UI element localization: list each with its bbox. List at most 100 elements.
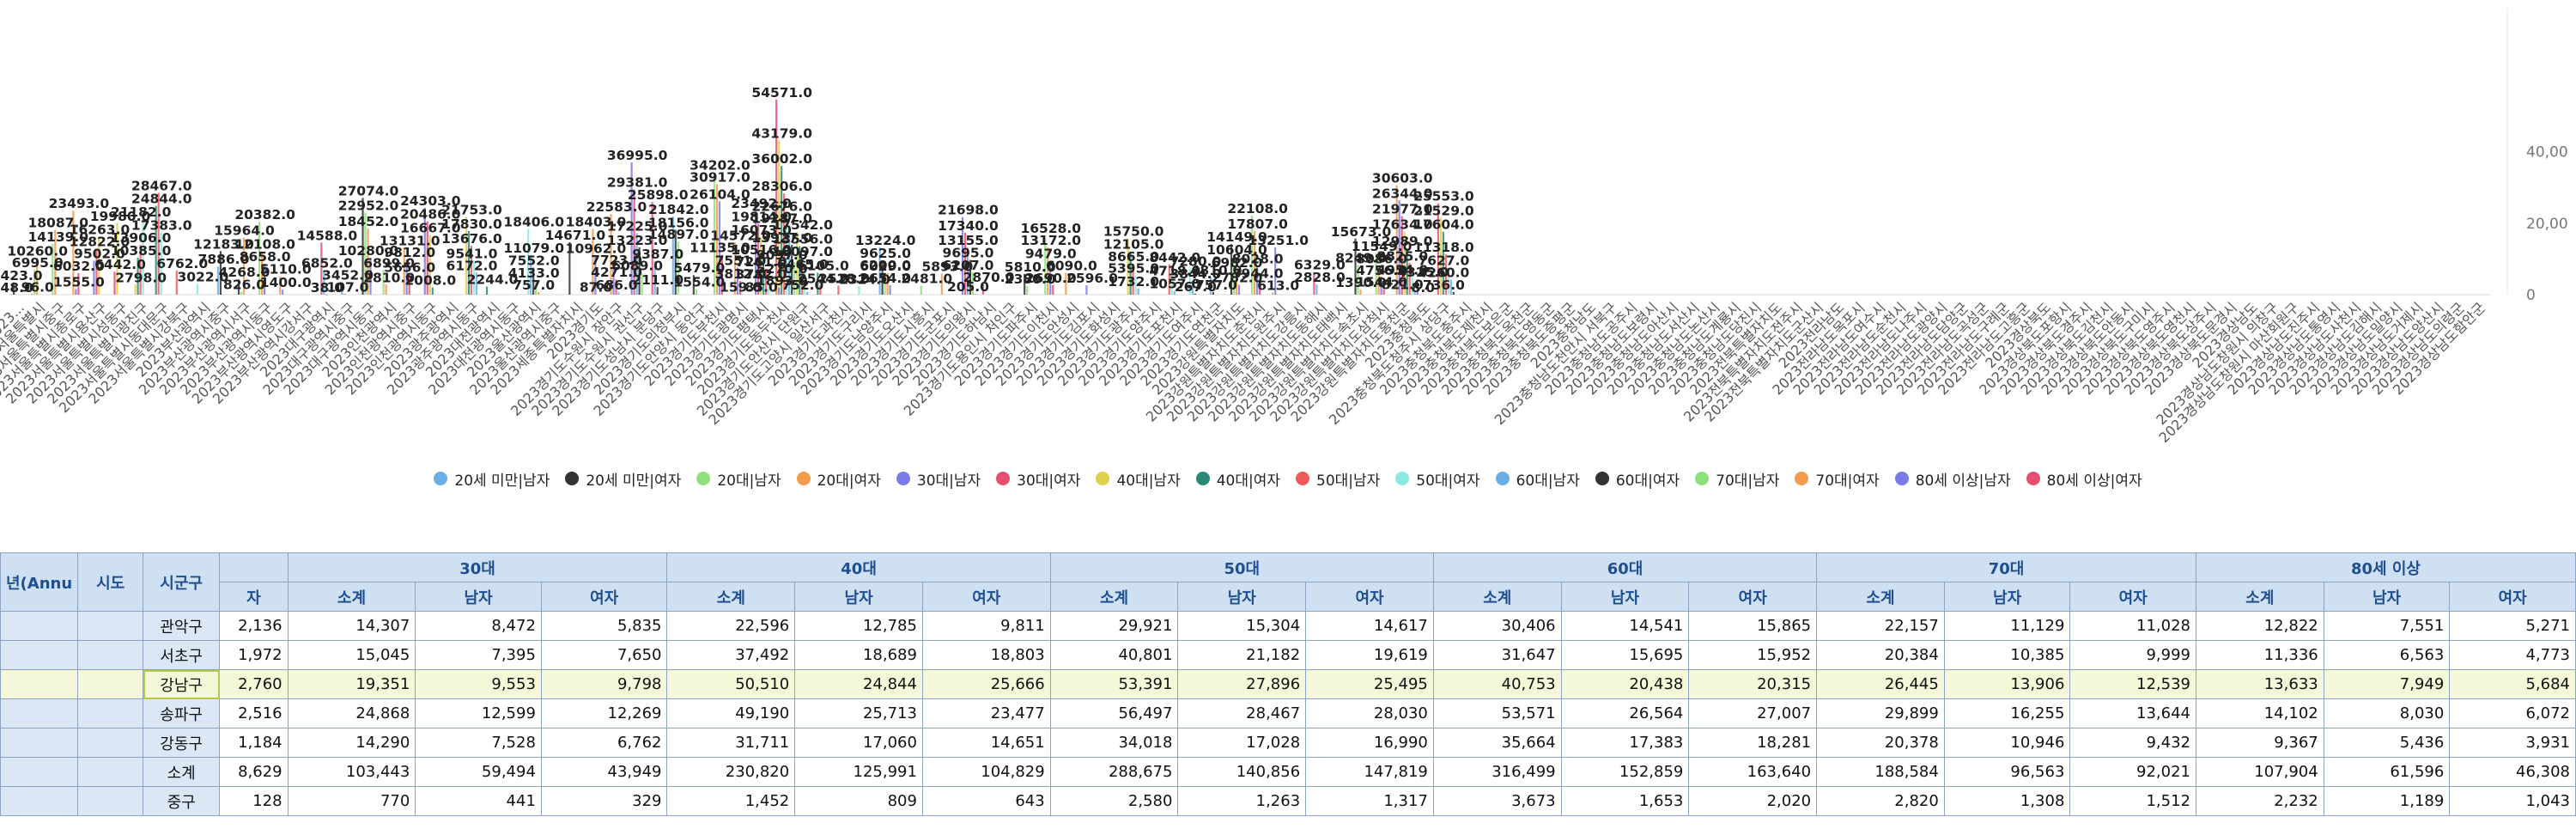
data-label: 18087.0 [27,216,88,231]
data-label: 7552.0 [508,253,560,269]
bar [1237,284,1241,295]
cell-value: 10,946 [1943,728,2071,758]
legend-swatch [1894,472,1909,485]
data-label: 3844.0 [1170,266,1221,282]
cell-value: 25,495 [1305,669,1434,699]
table-row[interactable]: 강남구 2,760 19,351 9,553 9,798 50,510 24,844 25,6… [0,669,2576,699]
legend-item[interactable]: 30대|여자 [996,468,1080,490]
cell-value: 1,512 [2069,786,2196,816]
data-label: 14588.0 [297,228,358,243]
cell-value: 18,281 [1688,728,1818,758]
bar [1313,271,1315,295]
data-label: 1554.0 [673,275,725,290]
cell-value: 20,315 [1688,669,1818,699]
bar [757,223,760,295]
table-row[interactable]: 중구 128 770 441 329 1,452 809 643 2,580 1,263 1,317… [0,786,2576,816]
data-label: 4810.0 [1191,263,1242,278]
data-label: 159.0 [720,279,762,295]
bar [1232,256,1236,295]
cell-value: 31,647 [1432,640,1562,670]
data-label: 17225.0 [607,218,668,234]
legend-item[interactable]: 50대|여자 [1395,468,1480,490]
header-year: 년(Annu [0,552,79,612]
data-label: 15964.0 [214,223,275,239]
legend-item[interactable]: 20대|여자 [796,468,881,490]
legend-item[interactable]: 60대|여자 [1595,468,1680,490]
legend-item[interactable]: 80세 이상|남자 [1894,468,2011,490]
header-sub: 소계 [2195,582,2324,612]
legend-item[interactable]: 30대|남자 [896,468,981,490]
cell-value: 30,406 [1432,611,1562,641]
cell-value: 92,021 [2069,757,2196,787]
bar [788,225,791,295]
bar [157,192,160,295]
data-label: 1732.0 [1108,274,1159,290]
cell-value: 4,773 [2449,640,2576,670]
data-label: 17830.0 [441,216,502,232]
y-tick-label: 40,00 [2526,144,2568,162]
legend-swatch [565,472,580,485]
data-label: 10516.0 [731,242,792,258]
bar [1359,290,1362,295]
table-row[interactable]: 강동구 1,184 14,290 7,528 6,762 31,711 17,060 14,6… [0,728,2576,758]
bar [196,283,198,295]
bar [920,285,922,295]
bar [796,231,799,295]
table-row[interactable]: 관악구 2,136 14,307 8,472 5,835 22,596 12,785 9,81… [0,611,2576,641]
cell-value: 15,952 [1688,640,1818,670]
data-label: 2596.0 [1066,271,1118,286]
y-tick-label: 20,00 [2526,216,2568,233]
data-label: 757.0 [1195,277,1237,293]
data-label: 25553.0 [1413,189,1474,204]
data-label: 821.0 [1382,277,1424,293]
data-label: 21753.0 [441,202,502,217]
legend-item[interactable]: 50대|남자 [1296,468,1380,490]
cell-value: 13,906 [1943,669,2071,699]
cell-value: 9,811 [921,611,1051,641]
bar [175,270,178,295]
data-label: 12989.0 [1372,234,1433,249]
data-label: 23493.0 [49,196,110,211]
cell-value: 12,269 [540,698,668,728]
legend-item[interactable]: 40대|남자 [1096,468,1181,490]
bar [367,229,369,295]
table-row[interactable]: 서초구 1,972 15,045 7,395 7,650 37,492 18,689 18,8… [0,640,2576,670]
legend-item[interactable]: 70대|여자 [1795,468,1880,490]
data-label: 6172.0 [447,258,498,273]
bar [465,216,468,295]
bar [470,246,473,295]
bar [966,247,969,295]
bar [428,235,431,295]
bar [1400,216,1403,295]
table-row[interactable]: 송파구 2,516 24,868 12,599 12,269 49,190 25,713 23… [0,698,2576,728]
bar [768,281,770,295]
legend-label: 80세 이상|남자 [1915,472,2011,490]
cell-value: 29,899 [1816,698,1945,728]
bar [1127,238,1129,295]
data-label: 5656.0 [384,259,435,275]
legend-item[interactable]: 20세 미만|여자 [565,468,681,490]
legend-item[interactable]: 70대|남자 [1695,468,1779,490]
bar [1452,291,1455,295]
legend-label: 40대|남자 [1116,472,1181,490]
legend-item[interactable]: 60대|남자 [1495,468,1580,490]
bar [695,289,697,295]
data-label: 9541.0 [447,246,498,261]
legend-item[interactable]: 80세 이상|여자 [2026,468,2142,490]
header-age-group: 40대 [666,552,1051,582]
legend-item[interactable]: 20대|남자 [696,468,781,490]
bar [837,285,840,295]
data-label: 13131.0 [380,233,440,248]
data-label: 10260.0 [7,243,68,259]
cell-value: 16,255 [1943,698,2071,728]
bar [1413,291,1416,295]
legend-label: 20세 미만|여자 [586,472,682,490]
table-row[interactable]: 소계 8,629 103,443 59,494 43,949 230,820 125,991… [0,757,2576,787]
cell-value: 152,859 [1560,757,1690,787]
legend-item[interactable]: 20세 미만|남자 [434,468,550,490]
data-label: 36002.0 [751,151,812,167]
legend-item[interactable]: 40대|여자 [1195,468,1280,490]
header-sub: 남자 [794,582,923,612]
bar [778,140,781,295]
legend-label: 30대|여자 [1017,472,1081,490]
